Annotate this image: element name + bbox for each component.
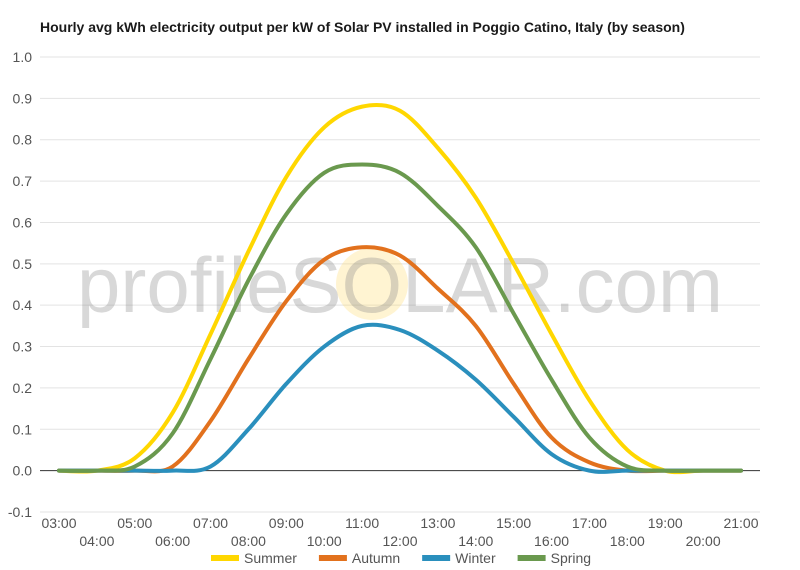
- legend-label-winter: Winter: [455, 550, 496, 566]
- y-tick-label: 0.3: [13, 339, 33, 355]
- y-tick-label: 0.2: [13, 380, 33, 396]
- y-tick-label: 0.7: [13, 173, 33, 189]
- watermark-sun-logo: [336, 248, 408, 320]
- x-tick-label: 11:00: [345, 515, 379, 531]
- y-tick-label: 1.0: [13, 49, 33, 65]
- x-tick-label: 04:00: [79, 533, 114, 549]
- y-tick-label: 0.5: [13, 256, 33, 272]
- grid-layer: [40, 56, 760, 513]
- legend-swatch-winter: [422, 555, 451, 561]
- x-tick-label: 06:00: [155, 533, 190, 549]
- x-tick-label: 03:00: [41, 515, 76, 531]
- x-tick-label: 13:00: [420, 515, 455, 531]
- x-tick-label: 16:00: [534, 533, 569, 549]
- series-line-spring: [57, 162, 743, 473]
- chart-title: Hourly avg kWh electricity output per kW…: [40, 19, 685, 35]
- y-tick-label: 0.8: [13, 132, 33, 148]
- y-tick-label: 0.6: [13, 214, 33, 230]
- legend-label-autumn: Autumn: [352, 550, 400, 566]
- x-tick-label: 18:00: [610, 533, 645, 549]
- legend: Summer Autumn Winter Spring: [211, 550, 591, 566]
- x-tick-label: 21:00: [723, 515, 758, 531]
- y-tick-label: 0.9: [13, 90, 33, 106]
- y-tick-label: 0.1: [13, 421, 33, 437]
- x-tick-label: 07:00: [193, 515, 228, 531]
- legend-label-summer: Summer: [244, 550, 297, 566]
- legend-swatch-spring: [517, 555, 546, 561]
- series-line-winter: [57, 322, 743, 474]
- y-tick-label: 0.4: [13, 297, 33, 313]
- series-layer: [57, 102, 743, 475]
- x-tick-label: 05:00: [117, 515, 152, 531]
- series-line-summer: [57, 102, 743, 475]
- y-tick-label: 0.0: [13, 463, 33, 479]
- x-tick-label: 12:00: [382, 533, 417, 549]
- axis-layer: -0.1 0.0 0.1 0.2 0.3 0.4 0.5 0.6 0.7 0.8 0.9 1.0 03:…: [8, 49, 759, 549]
- legend-swatch-autumn: [318, 555, 347, 561]
- x-tick-label: 08:00: [231, 533, 266, 549]
- x-tick-label: 17:00: [572, 515, 607, 531]
- x-tick-label: 19:00: [648, 515, 683, 531]
- x-tick-label: 20:00: [686, 533, 721, 549]
- x-tick-label: 10:00: [307, 533, 342, 549]
- x-tick-label: 15:00: [496, 515, 531, 531]
- y-tick-label: -0.1: [8, 504, 32, 520]
- legend-label-spring: Spring: [551, 550, 591, 566]
- x-tick-label: 14:00: [458, 533, 493, 549]
- legend-swatch-summer: [211, 555, 239, 561]
- x-tick-label: 09:00: [269, 515, 304, 531]
